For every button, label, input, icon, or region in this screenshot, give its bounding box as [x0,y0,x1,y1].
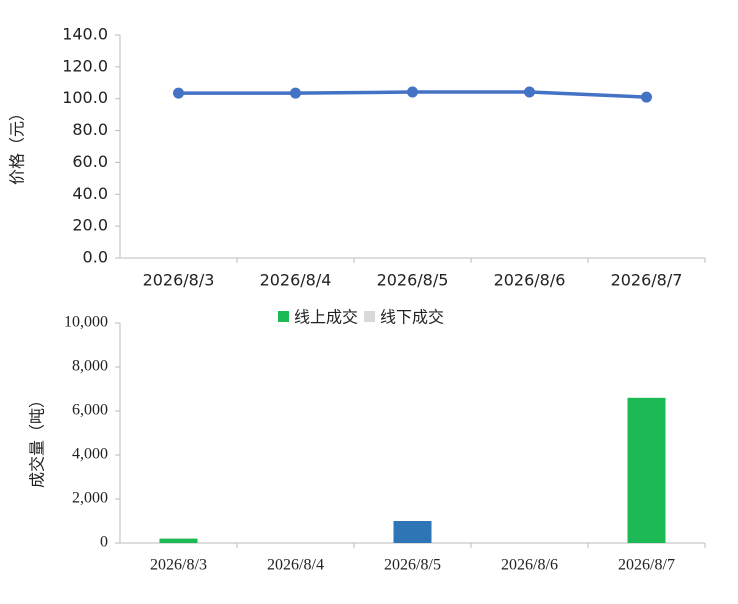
x-tick-label: 2026/8/6 [501,557,558,574]
marker [173,87,184,99]
y-tick-label: 60.0 [72,152,108,171]
legend-label: 线上成交 [294,308,358,327]
x-tick-label: 2026/8/5 [384,557,441,574]
y-tick-label: 40.0 [72,184,108,203]
x-tick-label: 2026/8/6 [494,271,566,290]
y-tick-label: 10,000 [64,314,108,331]
y-tick-label: 4,000 [72,446,108,463]
bar [627,397,666,543]
y-axis-title: 成交量（吨） [28,392,47,488]
y-tick-label: 140.0 [62,25,108,44]
y-tick-label: 6,000 [72,402,108,419]
x-tick-label: 2026/8/7 [618,557,675,574]
legend-swatch [364,311,376,322]
y-tick-label: 2,000 [72,490,108,507]
marker [641,91,652,103]
y-tick-label: 8,000 [72,358,108,375]
x-tick-label: 2026/8/7 [611,271,683,290]
y-tick-label: 0.0 [83,248,108,267]
x-tick-label: 2026/8/4 [260,271,332,290]
x-tick-label: 2026/8/3 [150,557,207,574]
x-tick-label: 2026/8/3 [143,271,215,290]
x-tick-label: 2026/8/5 [377,271,449,290]
x-tick-label: 2026/8/4 [267,557,324,574]
y-axis-title: 价格（元） [8,105,27,185]
bar [393,521,432,543]
y-tick-label: 100.0 [62,88,108,107]
y-tick-label: 20.0 [72,216,108,235]
bar [159,538,198,543]
legend-label: 线下成交 [380,308,444,327]
marker [407,86,418,98]
marker [524,86,535,98]
marker [290,87,301,99]
y-tick-label: 80.0 [72,120,108,139]
y-tick-label: 120.0 [62,56,108,75]
y-tick-label: 0 [100,534,108,551]
legend-swatch [278,311,289,322]
